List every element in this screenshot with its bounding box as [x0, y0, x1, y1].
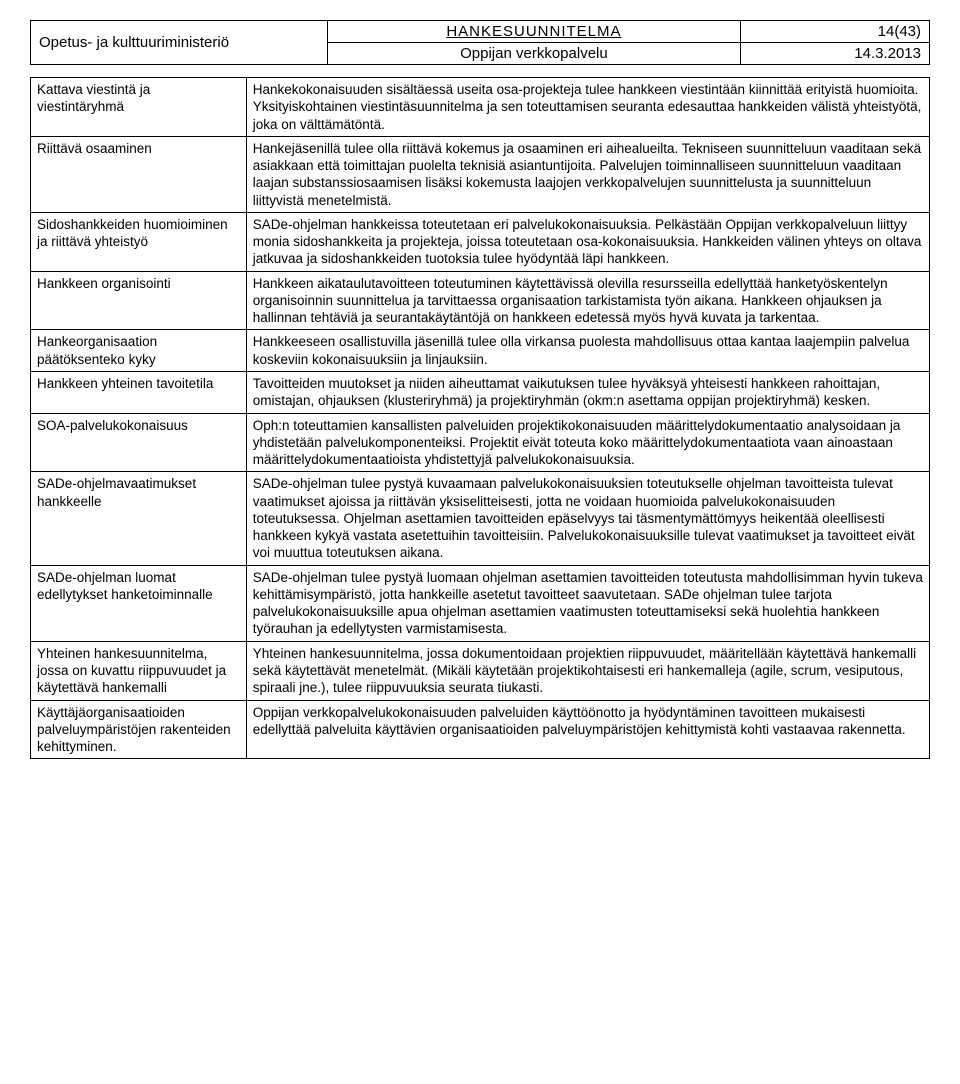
table-row: Hankkeen yhteinen tavoitetilaTavoitteide… [31, 371, 930, 413]
page-info-cell: 14(43) [741, 21, 930, 43]
page-container: Opetus- ja kulttuuriministeriö HANKESUUN… [0, 0, 960, 779]
row-value: Yhteinen hankesuunnitelma, jossa dokumen… [246, 641, 929, 700]
row-label: Hankkeen organisointi [31, 271, 247, 330]
row-label: Yhteinen hankesuunnitelma, jossa on kuva… [31, 641, 247, 700]
service-cell: Oppijan verkkopalvelu [327, 43, 741, 65]
table-row: Yhteinen hankesuunnitelma, jossa on kuva… [31, 641, 930, 700]
row-value: Hankkeen aikataulutavoitteen toteutumine… [246, 271, 929, 330]
header-table: Opetus- ja kulttuuriministeriö HANKESUUN… [30, 20, 930, 65]
row-label: Käyttäjäorganisaatioiden palveluympärist… [31, 700, 247, 759]
row-value: Oph:n toteuttamien kansallisten palvelui… [246, 413, 929, 472]
row-value: SADe-ohjelman tulee pystyä luomaan ohjel… [246, 565, 929, 641]
row-value: Oppijan verkkopalvelukokonaisuuden palve… [246, 700, 929, 759]
doc-title: HANKESUUNNITELMA [446, 23, 621, 40]
table-row: SOA-palvelukokonaisuusOph:n toteuttamien… [31, 413, 930, 472]
table-row: Sidoshankkeiden huomioiminen ja riittävä… [31, 212, 930, 271]
table-row: Käyttäjäorganisaatioiden palveluympärist… [31, 700, 930, 759]
ministry-cell: Opetus- ja kulttuuriministeriö [31, 21, 328, 65]
row-label: Kattava viestintä ja viestintäryhmä [31, 78, 247, 137]
row-label: Hankkeen yhteinen tavoitetila [31, 371, 247, 413]
table-row: Riittävä osaaminenHankejäsenillä tulee o… [31, 136, 930, 212]
table-row: Hankeorganisaation päätöksenteko kykyHan… [31, 330, 930, 372]
table-row: SADe-ohjelmavaatimukset hankkeelleSADe-o… [31, 472, 930, 565]
row-label: SADe-ohjelmavaatimukset hankkeelle [31, 472, 247, 565]
row-value: Hankejäsenillä tulee olla riittävä kokem… [246, 136, 929, 212]
main-table: Kattava viestintä ja viestintäryhmäHanke… [30, 77, 930, 759]
row-value: SADe-ohjelman hankkeissa toteutetaan eri… [246, 212, 929, 271]
row-label: Hankeorganisaation päätöksenteko kyky [31, 330, 247, 372]
table-row: SADe-ohjelman luomat edellytykset hanket… [31, 565, 930, 641]
table-row: Kattava viestintä ja viestintäryhmäHanke… [31, 78, 930, 137]
row-label: SADe-ohjelman luomat edellytykset hanket… [31, 565, 247, 641]
row-label: Sidoshankkeiden huomioiminen ja riittävä… [31, 212, 247, 271]
row-label: Riittävä osaaminen [31, 136, 247, 212]
date-cell: 14.3.2013 [741, 43, 930, 65]
row-value: Hankkeeseen osallistuvilla jäsenillä tul… [246, 330, 929, 372]
row-value: Hankekokonaisuuden sisältäessä useita os… [246, 78, 929, 137]
table-row: Hankkeen organisointiHankkeen aikataulut… [31, 271, 930, 330]
row-value: Tavoitteiden muutokset ja niiden aiheutt… [246, 371, 929, 413]
row-label: SOA-palvelukokonaisuus [31, 413, 247, 472]
doc-title-cell: HANKESUUNNITELMA [327, 21, 741, 43]
row-value: SADe-ohjelman tulee pystyä kuvaamaan pal… [246, 472, 929, 565]
